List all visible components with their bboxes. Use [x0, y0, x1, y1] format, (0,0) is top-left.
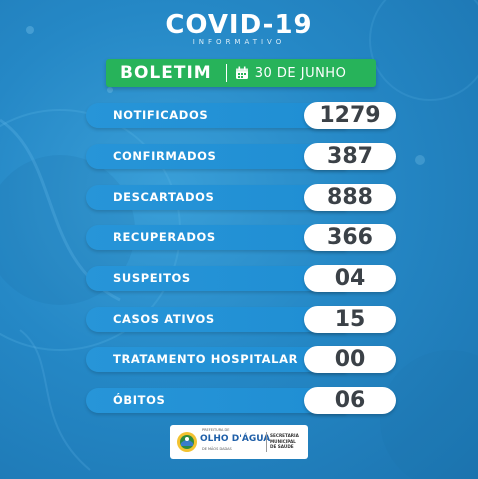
boletim-bar: BOLETIM 30 DE JUNHO — [106, 59, 376, 87]
footer-city-name: OLHO D'ÁGUA — [200, 434, 271, 444]
stat-value: 366 — [304, 224, 396, 251]
stat-label: NOTIFICADOS — [113, 108, 209, 122]
stat-value: 888 — [304, 184, 396, 211]
stat-label: RECUPERADOS — [113, 230, 216, 244]
footer-logo-badge: PREFEITURA DE OLHO D'ÁGUA DE MÃOS DADAS … — [170, 425, 308, 459]
stat-label: CASOS ATIVOS — [113, 312, 215, 326]
stat-value: 04 — [304, 265, 396, 292]
stat-row-casos-ativos: CASOS ATIVOS 15 — [86, 306, 396, 333]
footer-city-tagline: DE MÃOS DADAS — [202, 447, 232, 451]
stat-row-recuperados: RECUPERADOS 366 — [86, 224, 396, 251]
stat-bar — [86, 185, 346, 210]
stat-bar — [86, 225, 346, 250]
stat-bar — [86, 388, 346, 413]
covid-title: COVID-19 — [165, 10, 313, 40]
footer-dept-line2: MUNICIPAL — [270, 438, 296, 444]
stat-bar — [86, 347, 346, 372]
stat-label: CONFIRMADOS — [113, 149, 217, 163]
city-seal-icon — [177, 432, 197, 452]
calendar-icon — [235, 66, 248, 79]
footer-department: SECRETARIA MUNICIPAL DE SAÚDE — [270, 433, 299, 450]
covid-subtitle: INFORMATIVO — [192, 38, 286, 46]
footer-city-prefix: PREFEITURA DE — [202, 428, 230, 432]
boletim-date: 30 DE JUNHO — [254, 65, 347, 81]
stat-bar — [86, 144, 346, 169]
stat-row-descartados: DESCARTADOS 888 — [86, 184, 396, 211]
stat-bar — [86, 103, 346, 128]
stat-bar — [86, 307, 346, 332]
header: COVID-19 INFORMATIVO — [0, 10, 478, 46]
stat-row-suspeitos: SUSPEITOS 04 — [86, 265, 396, 292]
stat-value: 06 — [304, 387, 396, 414]
boletim-label: BOLETIM — [120, 63, 212, 83]
stat-row-tratamento-hospitalar: TRATAMENTO HOSPITALAR 00 — [86, 346, 396, 373]
stat-value: 387 — [304, 143, 396, 170]
stat-label: SUSPEITOS — [113, 271, 191, 285]
stat-bar — [86, 266, 346, 291]
footer-divider — [266, 432, 267, 452]
stat-label: DESCARTADOS — [113, 190, 215, 204]
stat-row-obitos: ÓBITOS 06 — [86, 387, 396, 414]
stat-value: 1279 — [304, 102, 396, 129]
stat-value: 00 — [304, 346, 396, 373]
stat-label: TRATAMENTO HOSPITALAR — [113, 352, 299, 366]
stat-row-notificados: NOTIFICADOS 1279 — [86, 102, 396, 129]
stat-label: ÓBITOS — [113, 393, 166, 407]
footer-dept-line1: SECRETARIA — [270, 433, 299, 438]
footer-dept-line3: DE SAÚDE — [270, 444, 294, 449]
stat-row-confirmados: CONFIRMADOS 387 — [86, 143, 396, 170]
boletim-divider — [225, 64, 227, 82]
stat-value: 15 — [304, 306, 396, 333]
